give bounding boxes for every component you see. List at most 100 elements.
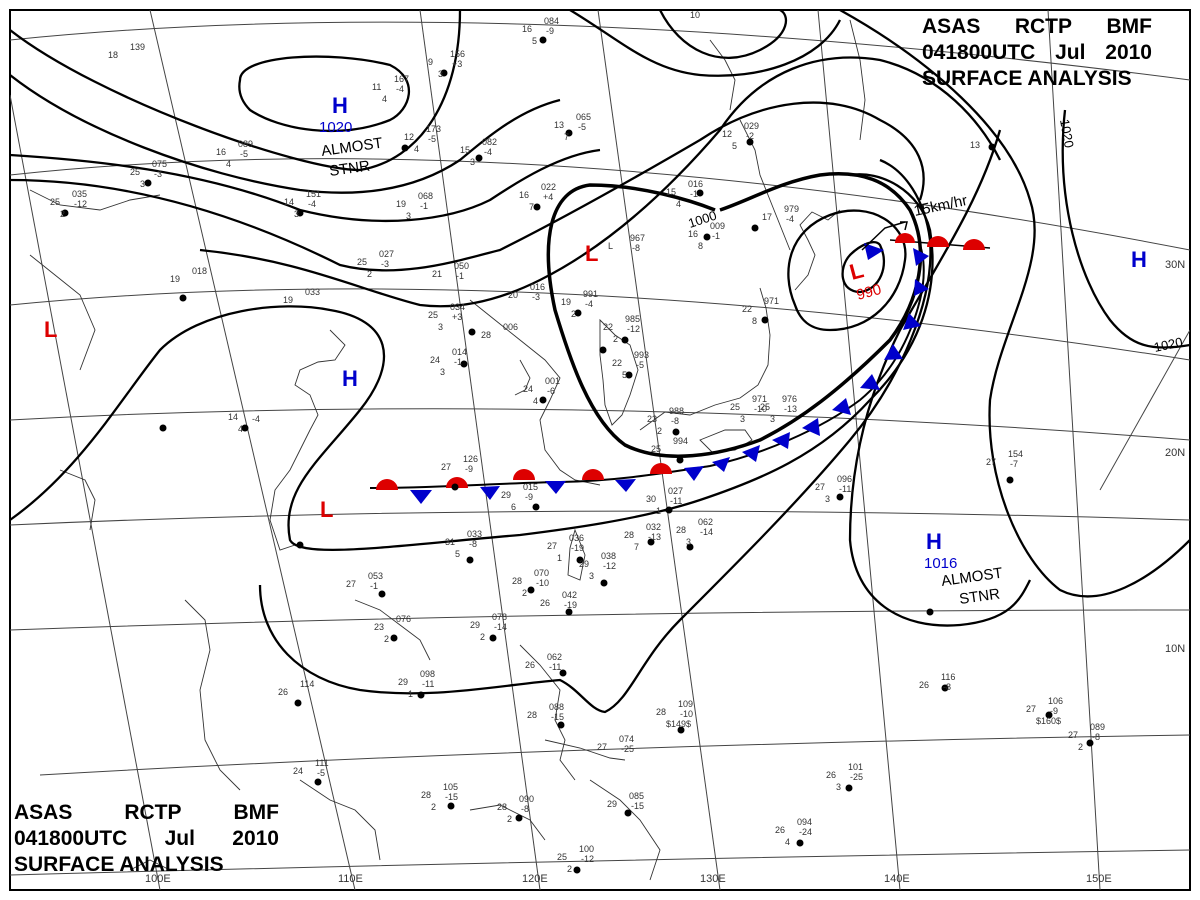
station-plot: 29 085-15 <box>607 791 644 811</box>
station-plot: 23 988-8 2 <box>647 406 684 436</box>
station-temperature: 19 <box>561 297 571 307</box>
station-plot: 26 062-11 <box>525 652 562 672</box>
station-pressure: 033 <box>467 529 482 539</box>
station-temperature: 16 <box>522 24 532 34</box>
station-pressure: 967 <box>630 233 645 243</box>
pressure-centers: H 1020 ALMOST STNR H H 1016 ALMOST STNR … <box>44 93 1147 608</box>
station-plot: 15 016-1 4 <box>666 179 703 209</box>
station-plot: 29 078-14 2 <box>470 612 507 642</box>
station-pressure: 015 <box>523 482 538 492</box>
station-pressure: 032 <box>646 522 661 532</box>
station-pressure: 050 <box>454 261 469 271</box>
station-pressure-tendency: -15 <box>445 792 458 802</box>
station-pressure-tendency: -4 <box>585 299 593 309</box>
station-temperature: 16 <box>216 147 226 157</box>
station-plot: 19 991-4 2 <box>561 289 598 319</box>
station-pressure-tendency: -1 <box>420 201 428 211</box>
lon-label-150e: 150E <box>1086 873 1112 885</box>
station-plot: 18 139 <box>108 42 145 60</box>
station-pressure: 068 <box>418 191 433 201</box>
station-pressure: 078 <box>492 612 507 622</box>
station-dewpoint: 4 <box>238 424 243 434</box>
station-plot: 27 074-25 <box>597 734 634 754</box>
station-temperature: 28 <box>676 525 686 535</box>
station-pressure: 106 <box>1048 696 1063 706</box>
isobar-label-1020-right: 1020 <box>1153 334 1184 355</box>
station-pressure-tendency: -24 <box>799 827 812 837</box>
station-dewpoint: $160$ <box>1036 716 1061 726</box>
station-temperature: 28 <box>421 790 431 800</box>
station-dewpoint: 4 <box>676 199 681 209</box>
station-temperature: 12 <box>722 129 732 139</box>
lon-label-100e: 100E <box>145 873 171 885</box>
station-temperature: 28 <box>481 330 491 340</box>
station-dewpoint: 2 <box>507 814 512 824</box>
station-temperature: 11 <box>372 82 381 92</box>
station-pressure-tendency: -8 <box>1092 732 1100 742</box>
station-plot: 14 -4 4 <box>228 412 260 434</box>
station-dewpoint: 2 <box>384 634 389 644</box>
station-plot: 25 034+3 3 <box>428 302 465 332</box>
station-temperature: 14 <box>284 197 294 207</box>
station-pressure: 062 <box>547 652 562 662</box>
station-pressure: 016 <box>688 179 703 189</box>
station-plot: 14 151-4 3 <box>284 189 321 219</box>
station-pressure: 034 <box>450 302 465 312</box>
station-dewpoint: 6 <box>511 502 516 512</box>
station-plot: 26 116-8 <box>919 672 955 692</box>
station-pressure-tendency: -4 <box>786 214 794 224</box>
station-dewpoint: 4 <box>414 144 419 154</box>
station-temperature: 29 <box>398 677 408 687</box>
station-pressure: 139 <box>130 42 145 52</box>
station-pressure-tendency: -14 <box>494 622 507 632</box>
station-pressure-tendency: -25 <box>850 772 863 782</box>
station-plot: 25 035-12 2 <box>50 189 87 219</box>
station-temperature: 16 <box>519 190 529 200</box>
station-pressure-tendency: +4 <box>543 192 553 202</box>
station-plot: 28 105-15 2 <box>421 782 458 812</box>
station-temperature: 27 <box>346 579 356 589</box>
high-symbol-west: H <box>342 366 358 391</box>
station-plot: 27 096-11 3 <box>815 474 852 504</box>
station-plot: 26 094-24 4 <box>775 817 812 847</box>
station-pressure: 985 <box>625 314 640 324</box>
station-dewpoint: 4 <box>226 159 231 169</box>
station-pressure-tendency: -11 <box>670 496 682 506</box>
title-bureau: BMF <box>233 801 280 824</box>
station-pressure-tendency: -2 <box>746 131 754 141</box>
station-pressure-tendency: -12 <box>74 199 87 209</box>
station-pressure-tendency: -4 <box>252 414 260 424</box>
low-center-east: L 990 <box>847 257 883 304</box>
station-pressure: 988 <box>669 406 684 416</box>
station-temperature: 24 <box>523 384 533 394</box>
station-dewpoint: 7 <box>634 542 639 552</box>
station-temperature: 29 <box>470 620 480 630</box>
station-plot: 25 027-3 2 <box>357 249 394 279</box>
low-symbol-west: L <box>44 317 57 342</box>
station-plot: 17 979-4 <box>762 204 799 224</box>
station-pressure: 098 <box>420 669 435 679</box>
high-value: 1016 <box>924 555 957 572</box>
station-plot: 16 009-1 8 <box>688 221 725 251</box>
station-plot: 25 100-12 2 <box>557 844 594 874</box>
station-pressure: 065 <box>576 112 591 122</box>
station-pressure: 009 <box>710 221 725 231</box>
station-pressure: 016 <box>530 282 545 292</box>
low-symbol-front: L <box>320 497 333 522</box>
station-dewpoint: 3 <box>836 782 841 792</box>
station-dewpoint: 3 <box>740 414 745 424</box>
station-pressure: 114 <box>300 679 314 689</box>
station-dewpoint: 3 <box>825 494 830 504</box>
station-pressure-tendency: -10 <box>754 404 767 414</box>
station-dewpoint: 3 <box>140 179 145 189</box>
high-symbol-far-east: H <box>1131 247 1147 272</box>
station-plot: 24 014-1 3 <box>430 347 467 377</box>
station-dewpoint: 5 <box>732 141 737 151</box>
station-dewpoint: 2 <box>431 802 436 812</box>
station-pressure: 094 <box>797 817 812 827</box>
station-pressure-tendency: -12 <box>581 854 594 864</box>
station-temperature: 22 <box>603 322 613 332</box>
station-plot: 22 985-12 2 <box>603 314 640 344</box>
station-pressure-tendency: -9 <box>546 26 554 36</box>
low-symbol-korea: L <box>585 241 598 266</box>
